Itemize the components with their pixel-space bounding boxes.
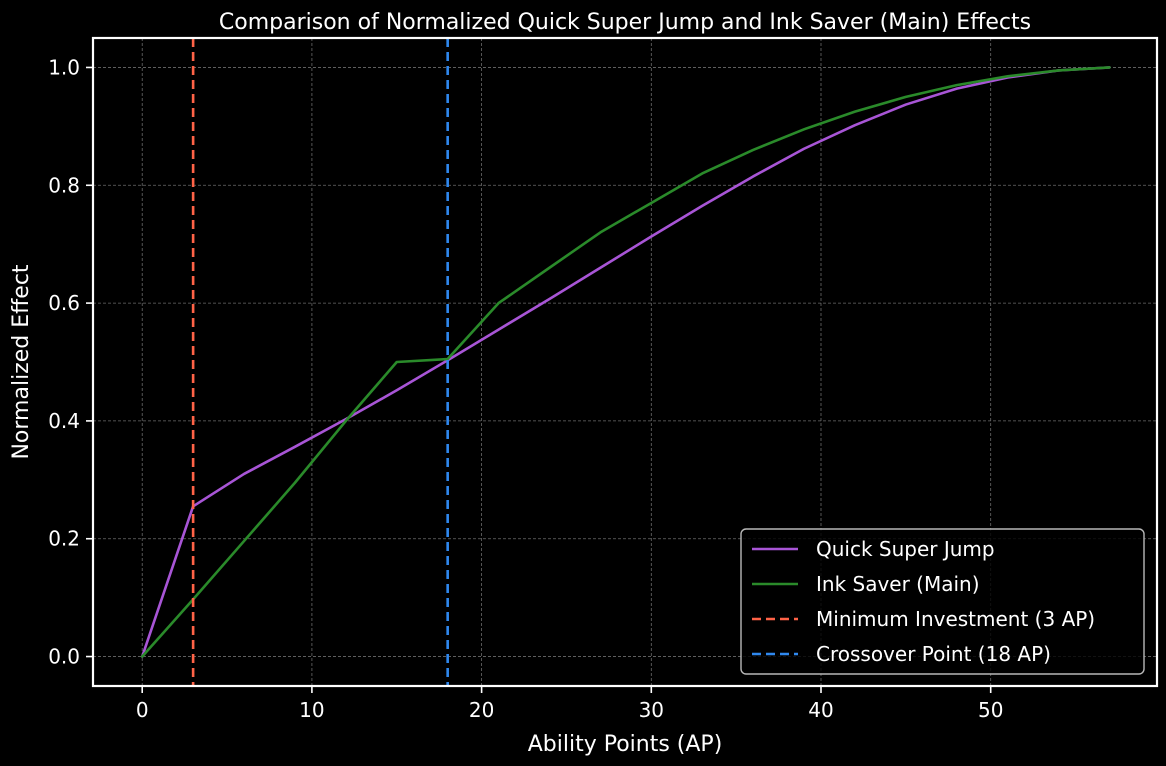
x-tick-label: 10	[299, 698, 324, 722]
x-tick-label: 30	[639, 698, 664, 722]
x-tick-label: 40	[808, 698, 833, 722]
legend-label: Crossover Point (18 AP)	[816, 642, 1051, 666]
x-tick-label: 0	[136, 698, 149, 722]
legend-label: Minimum Investment (3 AP)	[816, 607, 1095, 631]
legend: Quick Super Jump Ink Saver (Main) Minimum …	[740, 528, 1145, 675]
plot-frame	[91, 36, 1159, 688]
y-tick-label: 0.8	[48, 173, 80, 197]
y-tick-label: 0.6	[48, 291, 80, 315]
series-line-quick-super-jump	[140, 66, 1111, 658]
y-axis-label: Normalized Effect	[9, 264, 34, 459]
y-tick-label: 0.2	[48, 527, 80, 551]
chart-title: Comparison of Normalized Quick Super Jum…	[219, 10, 1031, 35]
x-tick-label: 50	[978, 698, 1003, 722]
grid-layer	[93, 38, 1157, 686]
legend-label: Quick Super Jump	[816, 537, 995, 561]
legend-box	[740, 528, 1145, 675]
legend-label: Ink Saver (Main)	[816, 572, 980, 596]
y-tick-label: 0.4	[48, 409, 80, 433]
series-layer	[140, 38, 1111, 686]
x-axis-label: Ability Points (AP)	[528, 732, 723, 757]
y-tick-label: 0.0	[48, 645, 80, 669]
series-line-ink-saver-main	[140, 66, 1111, 658]
ticks-layer: 0 10 20 30 40 50 0.0 0.2 0.4 0.6 0.8 1.0	[48, 55, 1003, 722]
x-tick-label: 20	[469, 698, 494, 722]
y-tick-label: 1.0	[48, 55, 80, 79]
